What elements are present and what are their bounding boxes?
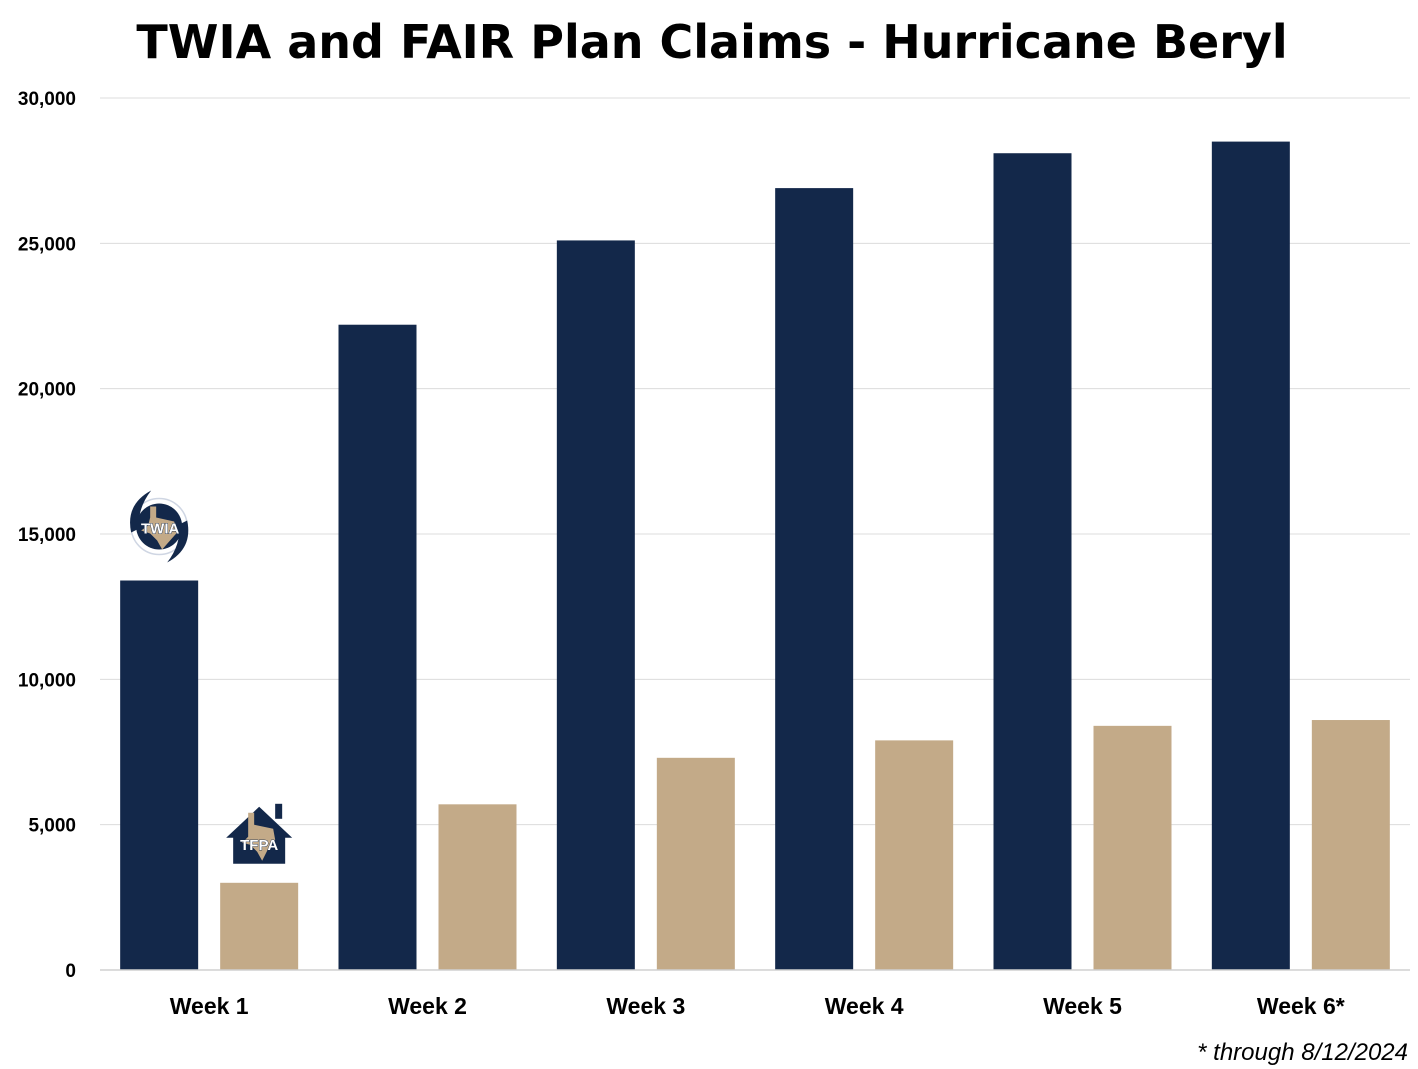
bar-tfpa-6 bbox=[1311, 720, 1390, 970]
y-tick-label: 30,000 bbox=[18, 89, 76, 110]
bar-tfpa-5 bbox=[1093, 725, 1172, 970]
x-category-label: Week 3 bbox=[606, 993, 685, 1019]
bar-twia-5 bbox=[993, 153, 1072, 970]
twia-logo-label: TWIA bbox=[141, 521, 179, 538]
x-category-label: Week 4 bbox=[825, 993, 904, 1019]
y-axis-tick-labels: 0 5,000 10,000 15,000 20,000 25,000 30,000 bbox=[18, 89, 76, 982]
bar-twia-1 bbox=[120, 580, 199, 970]
chart-footnote: * through 8/12/2024 bbox=[1197, 1039, 1408, 1066]
gridlines bbox=[100, 97, 1410, 826]
x-category-label: Week 1 bbox=[170, 993, 249, 1019]
y-tick-label: 15,000 bbox=[18, 525, 76, 546]
y-tick-label: 5,000 bbox=[28, 816, 76, 837]
bar-tfpa-4 bbox=[875, 740, 954, 970]
y-tick-label: 25,000 bbox=[18, 234, 76, 255]
bar-twia-3 bbox=[556, 240, 635, 971]
bar-tfpa-3 bbox=[656, 757, 735, 970]
bar-twia-6 bbox=[1211, 141, 1290, 971]
x-category-label: Week 5 bbox=[1043, 993, 1122, 1019]
bar-twia-4 bbox=[775, 188, 854, 970]
y-tick-label: 10,000 bbox=[18, 670, 76, 691]
x-category-label: Week 2 bbox=[388, 993, 467, 1019]
bar-tfpa-1 bbox=[220, 882, 299, 970]
house-texas-logo-icon: TFPA bbox=[226, 803, 293, 864]
x-category-label: Week 6* bbox=[1257, 993, 1345, 1019]
y-tick-label: 0 bbox=[65, 961, 76, 982]
bar-tfpa-2 bbox=[438, 804, 517, 970]
chart-title: TWIA and FAIR Plan Claims - Hurricane Be… bbox=[136, 15, 1287, 69]
bars bbox=[120, 141, 1390, 971]
bar-twia-2 bbox=[338, 324, 417, 971]
tfpa-logo-label: TFPA bbox=[240, 837, 278, 854]
x-axis-category-labels: Week 1 Week 2 Week 3 Week 4 Week 5 Week 6* bbox=[170, 993, 1345, 1019]
y-tick-label: 20,000 bbox=[18, 380, 76, 401]
hurricane-texas-logo-icon: TWIA bbox=[130, 490, 189, 563]
